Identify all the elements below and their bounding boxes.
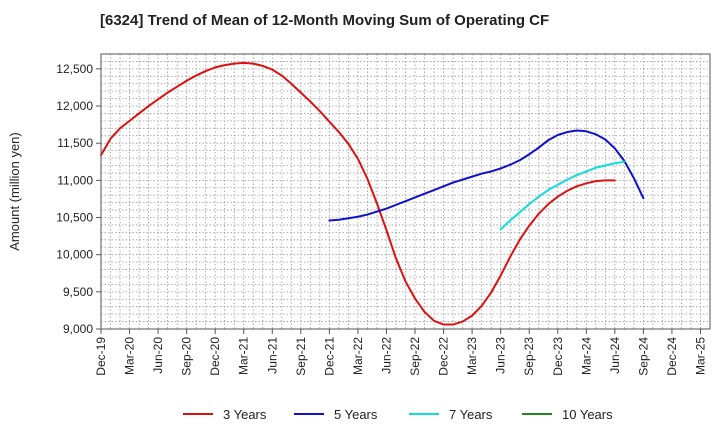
- y-tick-label: 11,500: [57, 136, 93, 150]
- x-tick-label: Jun-23: [494, 337, 508, 374]
- y-tick-label: 9,000: [63, 322, 93, 336]
- x-tick-label: Sep-23: [522, 337, 536, 376]
- series-line-7-years: [499, 160, 626, 231]
- y-tick-label: 10,000: [56, 248, 93, 262]
- x-tick-label: Dec-22: [437, 337, 451, 376]
- x-tick-label: Dec-24: [665, 337, 679, 376]
- x-tick-label: Sep-22: [408, 337, 422, 376]
- legend-label-7-years: 7 Years: [449, 407, 493, 422]
- x-tick-label: Dec-23: [551, 337, 565, 376]
- x-tick-label: Jun-21: [265, 337, 279, 374]
- legend-layer: 3 Years 5 Years 7 Years 10 Years: [183, 407, 613, 422]
- series-layer: [100, 61, 645, 326]
- chart-title: [6324] Trend of Mean of 12-Month Moving …: [100, 12, 550, 29]
- y-tick-label: 12,500: [56, 62, 93, 76]
- y-tick-label: 10,500: [56, 211, 93, 225]
- x-tick-label: Dec-21: [322, 337, 336, 376]
- x-tick-label: Jun-22: [379, 337, 393, 374]
- y-tick-label: 9,500: [63, 285, 93, 299]
- legend-label-10-years: 10 Years: [562, 407, 613, 422]
- x-tick-label: Mar-22: [351, 337, 365, 375]
- y-tick-label: 12,000: [56, 99, 93, 113]
- x-tick-label: Jun-24: [608, 337, 622, 374]
- axis-layer: 9,000 9,500 10,000 10,500 11,000 11,500 12,000…: [7, 53, 711, 376]
- x-tick-label: Sep-21: [294, 337, 308, 376]
- legend-label-3-years: 3 Years: [223, 407, 267, 422]
- x-tick-label: Mar-21: [237, 337, 251, 375]
- x-tick-label: Jun-20: [151, 337, 165, 374]
- series-line-3-years: [100, 61, 616, 326]
- x-tick-label: Dec-20: [208, 337, 222, 376]
- legend-label-5-years: 5 Years: [334, 407, 378, 422]
- plot-border: [100, 53, 711, 330]
- y-axis-label: Amount (million yen): [7, 132, 22, 251]
- y-tick-label: 11,000: [57, 173, 93, 187]
- x-tick-label: Mar-25: [693, 337, 707, 375]
- x-tick-label: Dec-19: [94, 337, 108, 376]
- x-tick-label: Mar-23: [465, 337, 479, 375]
- x-tick-label: Mar-24: [579, 337, 593, 375]
- x-tick-label: Mar-20: [123, 337, 137, 375]
- x-tick-label: Sep-24: [636, 337, 650, 376]
- series-line-5-years: [328, 129, 645, 222]
- x-tick-label: Sep-20: [180, 337, 194, 376]
- grid-layer: [101, 54, 710, 329]
